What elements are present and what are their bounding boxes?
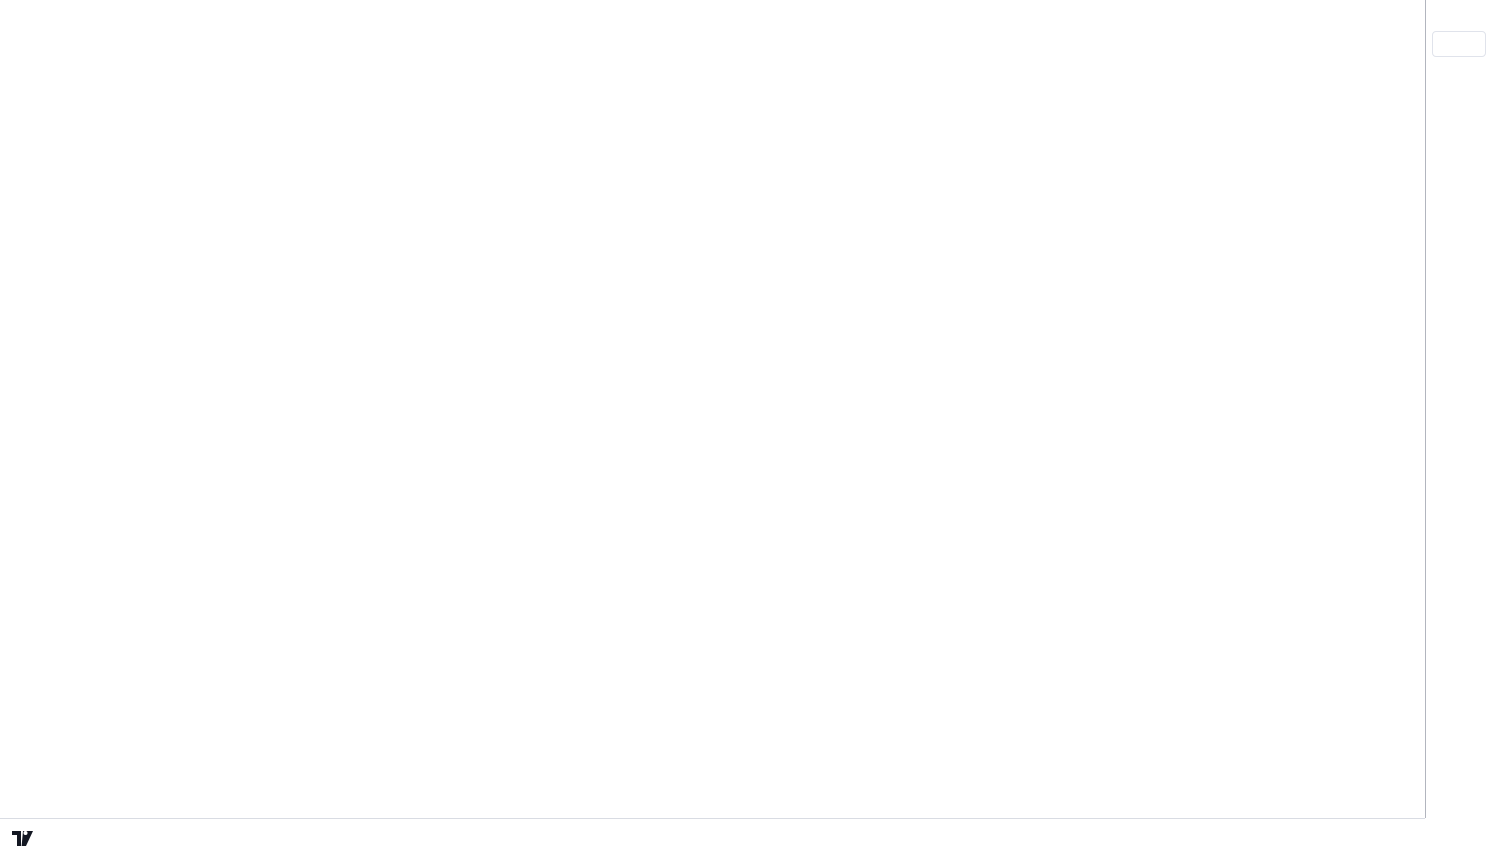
currency-toggle-button[interactable] (1432, 31, 1486, 57)
price-scale[interactable] (1425, 0, 1499, 818)
time-axis[interactable] (0, 793, 1425, 819)
tradingview-logo-icon (12, 831, 33, 846)
tradingview-footer-link[interactable] (12, 831, 40, 846)
